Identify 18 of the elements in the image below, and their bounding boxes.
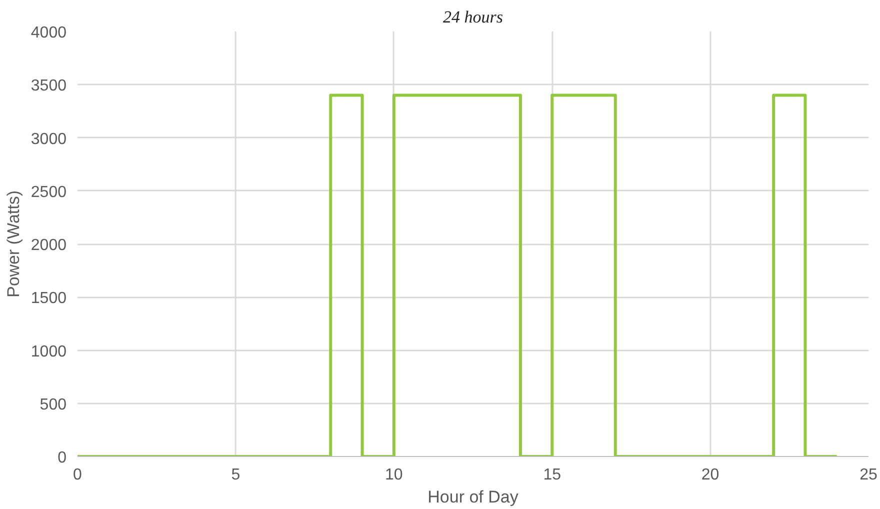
y-tick-label: 3500 bbox=[30, 78, 67, 95]
x-tick-label: 15 bbox=[543, 466, 562, 484]
y-tick-label: 3000 bbox=[30, 130, 67, 148]
x-tick-label: 25 bbox=[860, 466, 878, 484]
y-tick-label: 4000 bbox=[30, 24, 67, 42]
x-tick-label: 10 bbox=[385, 466, 403, 484]
x-tick-label: 0 bbox=[73, 466, 82, 484]
y-axis-title: Power (Watts) bbox=[4, 190, 23, 298]
y-tick-label: 2500 bbox=[30, 184, 67, 201]
x-tick-label: 5 bbox=[231, 466, 240, 484]
x-tick-label: 20 bbox=[701, 466, 720, 484]
x-axis-title: Hour of Day bbox=[428, 488, 519, 506]
y-tick-label: 2000 bbox=[30, 237, 67, 254]
y-tick-label: 500 bbox=[40, 396, 67, 414]
y-tick-label: 1500 bbox=[30, 290, 67, 308]
y-tick-label: 0 bbox=[58, 450, 67, 466]
chart-title: 24 hours bbox=[443, 8, 504, 26]
y-tick-label: 1000 bbox=[30, 343, 67, 360]
